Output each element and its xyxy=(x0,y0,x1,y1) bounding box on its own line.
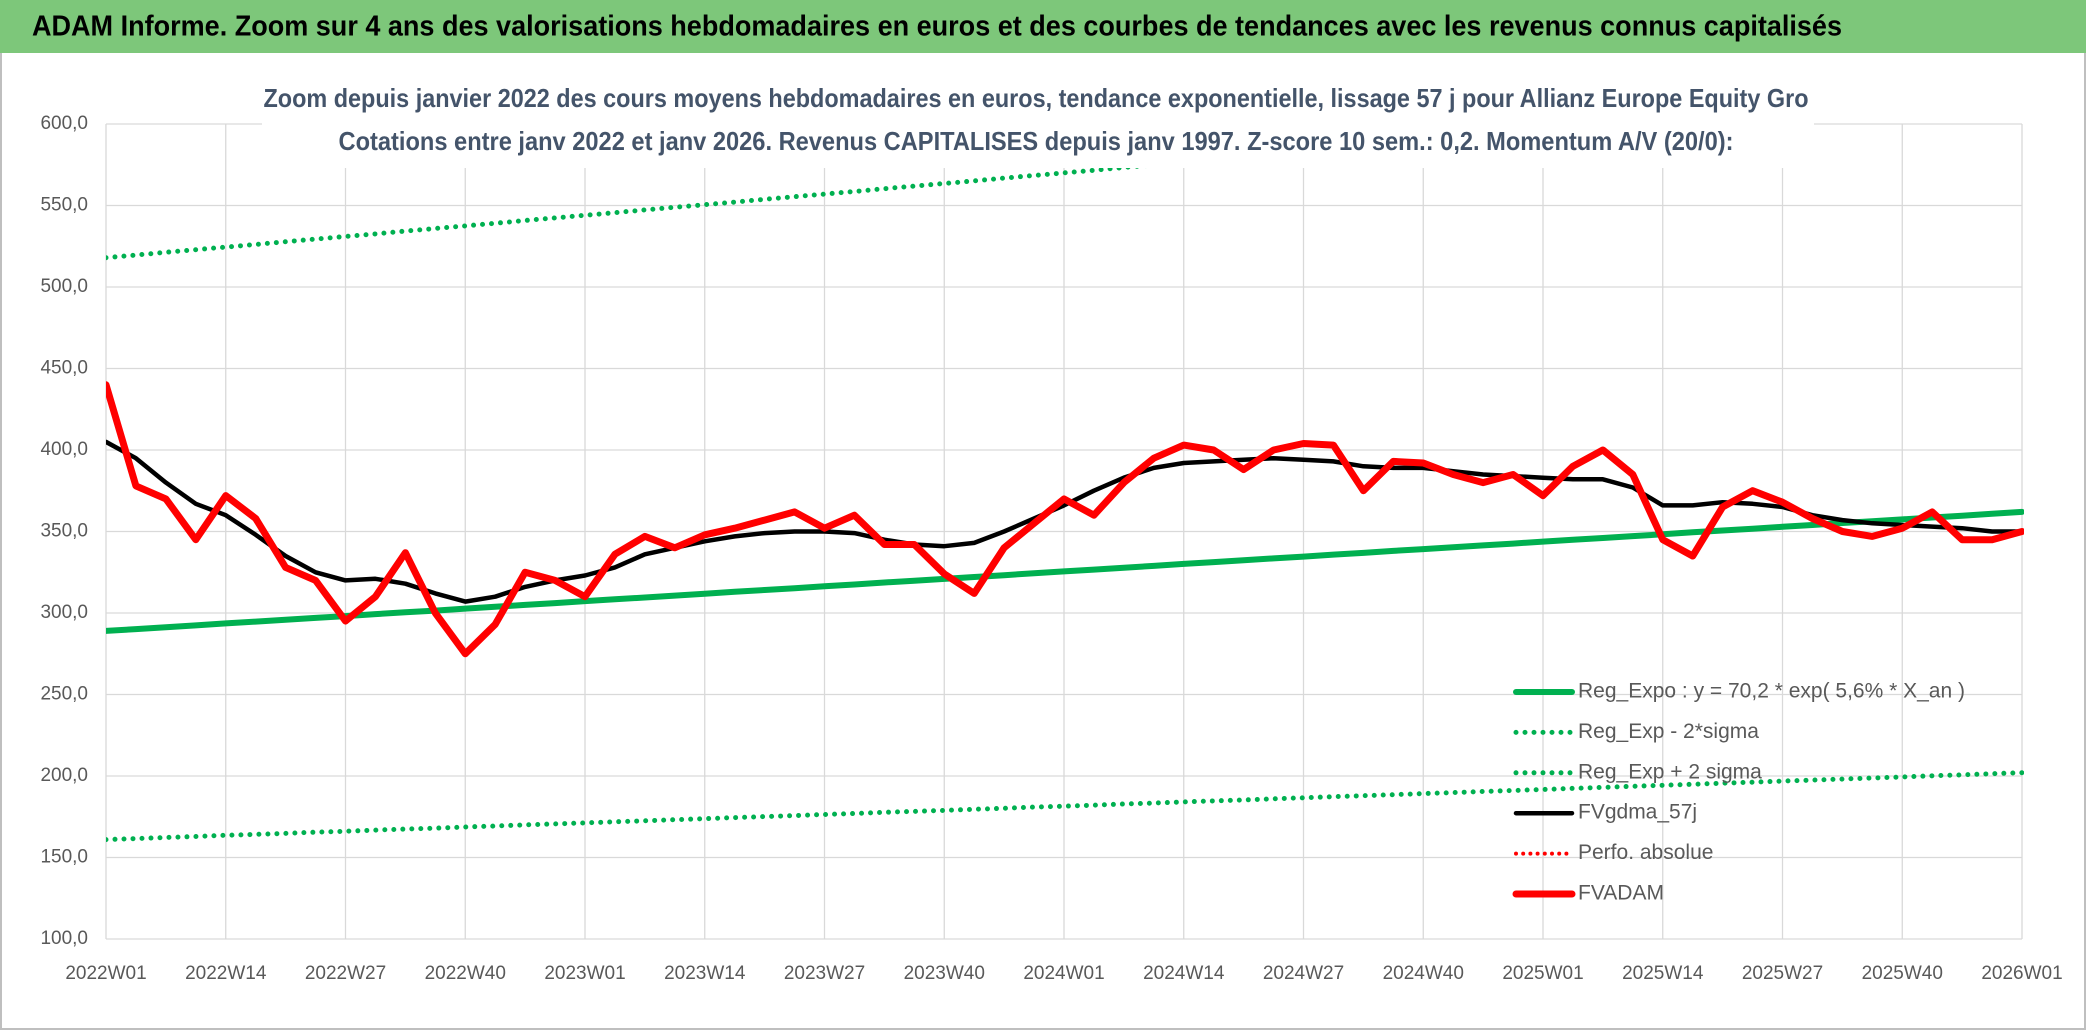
y-tick-label: 350,0 xyxy=(40,521,88,542)
legend-label: Reg_Exp - 2*sigma xyxy=(1578,720,1759,743)
y-tick-label: 300,0 xyxy=(40,602,88,623)
series-line xyxy=(106,508,2024,634)
x-tick-label: 2025W01 xyxy=(1502,963,1583,984)
legend-label: FVgdma_57j xyxy=(1578,801,1697,824)
subtitle: Zoom depuis janvier 2022 des cours moyen… xyxy=(264,83,1809,113)
series-line xyxy=(106,122,1668,261)
x-tick-label: 2024W14 xyxy=(1143,963,1225,984)
y-tick-label: 400,0 xyxy=(40,439,88,460)
x-tick-label: 2023W01 xyxy=(544,963,625,984)
x-tick-label: 2024W27 xyxy=(1263,963,1344,984)
legend-label: Reg_Exp + 2 sigma xyxy=(1578,760,1762,783)
x-tick-label: 2024W40 xyxy=(1383,963,1464,984)
x-tick-label: 2023W14 xyxy=(664,963,746,984)
legend-label: FVADAM xyxy=(1578,882,1664,905)
chart-frame xyxy=(0,51,2086,1030)
y-tick-label: 150,0 xyxy=(40,847,88,868)
y-tick-label: 600,0 xyxy=(40,113,88,134)
y-tick-label: 200,0 xyxy=(40,765,88,786)
subtitle: Cotations entre janv 2022 et janv 2026. … xyxy=(339,126,1734,156)
x-tick-label: 2024W01 xyxy=(1023,963,1104,984)
x-tick-label: 2022W27 xyxy=(305,963,386,984)
x-tick-label: 2025W27 xyxy=(1742,963,1823,984)
y-tick-label: 550,0 xyxy=(40,195,88,216)
legend-label: Perfo. absolue xyxy=(1578,841,1713,864)
x-tick-label: 2025W40 xyxy=(1862,963,1943,984)
x-tick-label: 2023W40 xyxy=(904,963,985,984)
y-tick-label: 450,0 xyxy=(40,358,88,379)
x-tick-label: 2022W01 xyxy=(65,963,146,984)
x-tick-label: 2026W01 xyxy=(1981,963,2062,984)
chart-title: ADAM Informe. Zoom sur 4 ans des valoris… xyxy=(32,11,1842,43)
x-tick-label: 2022W40 xyxy=(425,963,506,984)
x-tick-label: 2023W27 xyxy=(784,963,865,984)
y-tick-label: 500,0 xyxy=(40,276,88,297)
x-tick-label: 2025W14 xyxy=(1622,963,1704,984)
x-tick-label: 2022W14 xyxy=(185,963,267,984)
legend-label: Reg_Expo : y = 70,2 * exp( 5,6% * X_an ) xyxy=(1578,680,1965,703)
y-tick-label: 100,0 xyxy=(40,928,88,949)
series-line xyxy=(106,381,2024,658)
header-bar xyxy=(0,0,2086,53)
subtitle-box xyxy=(262,76,1814,168)
y-tick-label: 250,0 xyxy=(40,684,88,705)
